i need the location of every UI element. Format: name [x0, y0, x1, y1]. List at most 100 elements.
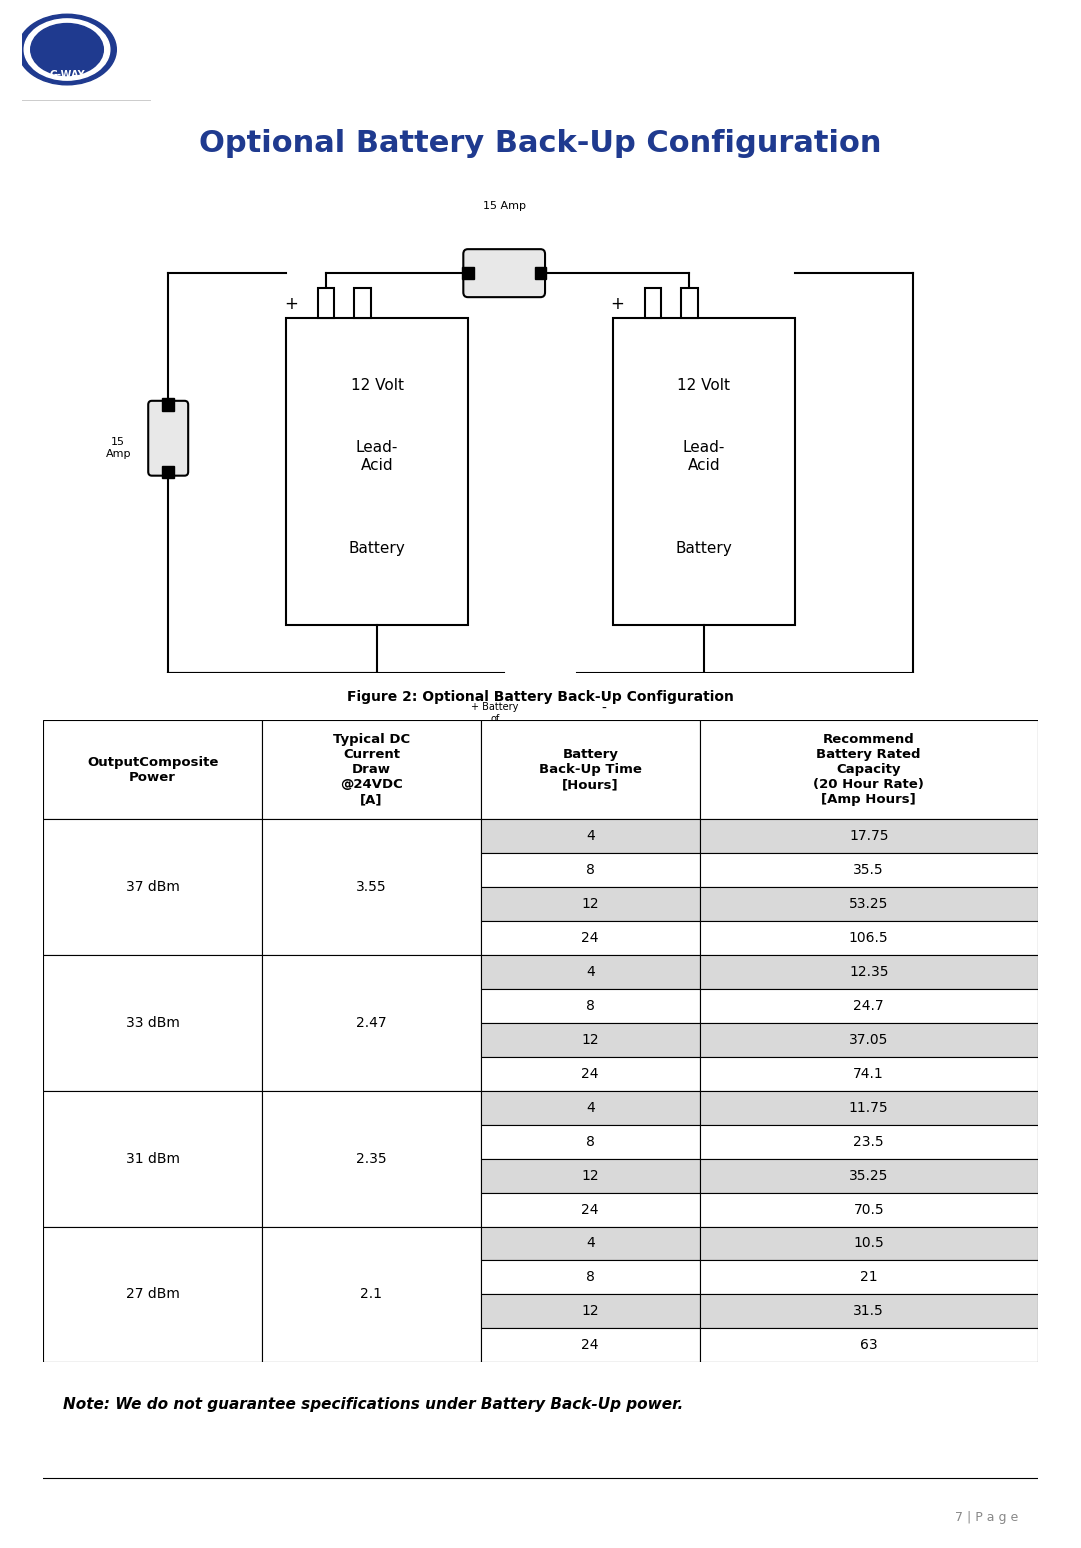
- Bar: [481, 1294, 699, 1328]
- Bar: [699, 819, 1038, 853]
- Text: MICROWAVE: MICROWAVE: [48, 91, 86, 96]
- Bar: [481, 1091, 699, 1125]
- Text: 3.55: 3.55: [356, 881, 387, 895]
- Bar: [481, 1023, 699, 1057]
- Circle shape: [30, 23, 104, 76]
- Text: Figure 2: Optional Battery Back-Up Configuration: Figure 2: Optional Battery Back-Up Confi…: [347, 689, 734, 704]
- Bar: [699, 989, 1038, 1023]
- Bar: [535, 266, 546, 279]
- Text: 8: 8: [586, 864, 595, 878]
- Bar: [262, 1226, 481, 1362]
- Bar: [699, 1260, 1038, 1294]
- Bar: [699, 1192, 1038, 1226]
- Bar: [43, 1091, 262, 1226]
- Bar: [43, 819, 262, 955]
- Text: Recommend
Battery Rated
Capacity
(20 Hour Rate)
[Amp Hours]: Recommend Battery Rated Capacity (20 Hou…: [813, 734, 924, 807]
- Bar: [699, 887, 1038, 921]
- Text: 35.5: 35.5: [853, 864, 884, 878]
- Bar: [699, 1125, 1038, 1158]
- Bar: [699, 1328, 1038, 1362]
- Bar: [699, 1158, 1038, 1192]
- Bar: [699, 1023, 1038, 1057]
- Text: 15 Amp: 15 Amp: [483, 201, 525, 211]
- Text: Note: We do not guarantee specifications under Battery Back-Up power.: Note: We do not guarantee specifications…: [63, 1398, 683, 1412]
- Bar: [699, 921, 1038, 955]
- Text: G-WAY: G-WAY: [50, 70, 84, 79]
- Bar: [481, 819, 699, 853]
- Bar: [481, 921, 699, 955]
- Text: OutputComposite
Power: OutputComposite Power: [86, 755, 218, 783]
- Text: -: -: [602, 703, 606, 717]
- FancyBboxPatch shape: [148, 401, 188, 475]
- Text: 24: 24: [582, 932, 599, 946]
- Text: 35.25: 35.25: [849, 1169, 889, 1183]
- Bar: [699, 853, 1038, 887]
- Text: 2.47: 2.47: [356, 1015, 387, 1029]
- Text: Lead-
Acid: Lead- Acid: [356, 440, 398, 472]
- Text: 4: 4: [586, 830, 595, 844]
- Bar: [699, 1057, 1038, 1091]
- Bar: [481, 955, 699, 989]
- Bar: [699, 1294, 1038, 1328]
- Text: 23.5: 23.5: [853, 1135, 884, 1149]
- Text: Battery
Back-Up Time
[Hours]: Battery Back-Up Time [Hours]: [538, 748, 642, 791]
- Bar: [286, 319, 468, 625]
- Bar: [481, 1192, 699, 1226]
- Text: 7 | P a g e: 7 | P a g e: [955, 1511, 1018, 1523]
- Text: 11.75: 11.75: [849, 1101, 889, 1115]
- Text: 4: 4: [586, 1101, 595, 1115]
- Text: +: +: [611, 296, 625, 313]
- Text: 70.5: 70.5: [853, 1203, 884, 1217]
- Bar: [481, 720, 699, 819]
- Text: 53.25: 53.25: [849, 898, 889, 912]
- Bar: [481, 989, 699, 1023]
- Bar: [613, 319, 795, 625]
- Bar: [645, 288, 662, 319]
- Bar: [699, 955, 1038, 989]
- Bar: [43, 720, 262, 819]
- Text: 106.5: 106.5: [849, 932, 889, 946]
- Text: 17.75: 17.75: [849, 830, 889, 844]
- Text: Lead-
Acid: Lead- Acid: [683, 440, 725, 472]
- Bar: [262, 1091, 481, 1226]
- Bar: [262, 955, 481, 1091]
- Text: 24: 24: [582, 1203, 599, 1217]
- Text: 74.1: 74.1: [853, 1067, 884, 1081]
- Text: 12: 12: [582, 1169, 599, 1183]
- Text: 10.5: 10.5: [853, 1237, 884, 1251]
- Text: 12 Volt: 12 Volt: [350, 378, 403, 393]
- Bar: [481, 1260, 699, 1294]
- Text: 12: 12: [582, 898, 599, 912]
- Bar: [355, 288, 371, 319]
- Bar: [262, 819, 481, 955]
- Bar: [481, 1158, 699, 1192]
- Bar: [481, 1328, 699, 1362]
- Text: 24: 24: [582, 1067, 599, 1081]
- Text: 12: 12: [582, 1305, 599, 1319]
- Text: Typical DC
Current
Draw
@24VDC
[A]: Typical DC Current Draw @24VDC [A]: [333, 734, 410, 807]
- Text: 63: 63: [859, 1339, 878, 1353]
- Text: 4: 4: [586, 1237, 595, 1251]
- Text: Battery: Battery: [349, 542, 405, 556]
- Bar: [162, 466, 174, 478]
- Text: Optional Battery Back-Up Configuration: Optional Battery Back-Up Configuration: [199, 128, 882, 158]
- Bar: [481, 1125, 699, 1158]
- Bar: [481, 1226, 699, 1260]
- Bar: [481, 853, 699, 887]
- Text: 15
Amp: 15 Amp: [106, 437, 131, 458]
- Bar: [162, 398, 174, 410]
- Text: 8: 8: [586, 1271, 595, 1285]
- Bar: [318, 288, 334, 319]
- Bar: [681, 288, 697, 319]
- Circle shape: [17, 14, 117, 85]
- Text: 12: 12: [582, 1033, 599, 1046]
- Text: 2.1: 2.1: [360, 1288, 383, 1302]
- Text: 33 dBm: 33 dBm: [125, 1015, 179, 1029]
- Text: 8: 8: [586, 998, 595, 1012]
- Text: + Battery
of: + Battery of: [471, 703, 519, 724]
- Bar: [699, 720, 1038, 819]
- Text: 31 dBm: 31 dBm: [125, 1152, 179, 1166]
- Text: Battery: Battery: [676, 542, 732, 556]
- Bar: [262, 720, 481, 819]
- Bar: [43, 1226, 262, 1362]
